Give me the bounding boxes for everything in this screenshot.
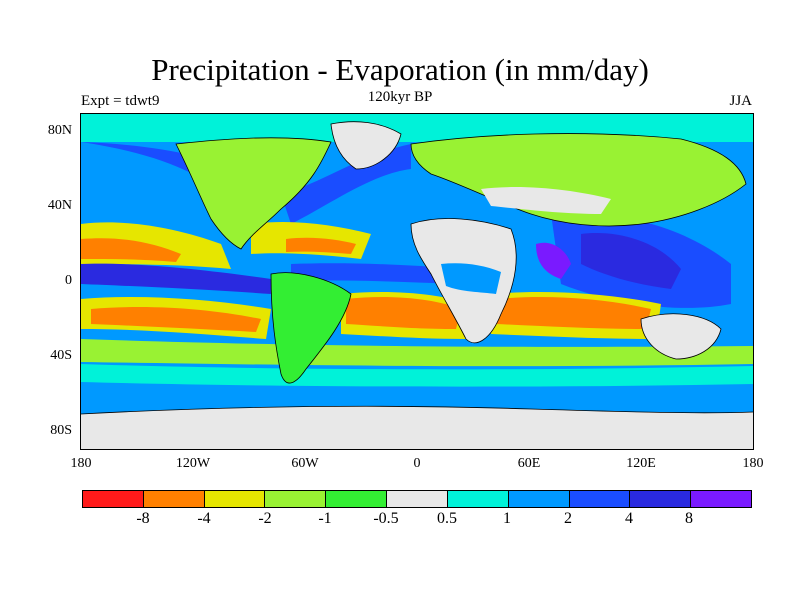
colorbar-label: -4 — [197, 510, 211, 527]
map-title: Precipitation - Evaporation (in mm/day) — [151, 52, 649, 87]
eurasia-land — [410, 133, 747, 227]
australia-land — [640, 313, 722, 360]
colorbar — [82, 490, 752, 508]
lon-label-120e: 120E — [626, 456, 656, 471]
colorbar-cell — [569, 491, 631, 507]
colorbar-cell — [691, 491, 751, 507]
map-field-svg — [81, 114, 753, 449]
lat-label-80s: 80S — [50, 423, 72, 438]
colorbar-label: -1 — [318, 510, 332, 527]
colorbar-label: -8 — [136, 510, 150, 527]
monsoon-india — [536, 242, 571, 279]
lat-label-40s: 40S — [50, 348, 72, 363]
north-america-land — [175, 137, 332, 250]
colorbar-cell — [387, 491, 448, 507]
lon-label-0: 0 — [413, 456, 421, 471]
lon-label-60e: 60E — [517, 456, 541, 471]
antarctica — [81, 406, 753, 449]
colorbar-label: 0.5 — [437, 510, 457, 527]
lat-label-eq: 0 — [65, 273, 72, 288]
colorbar-label: 4 — [625, 510, 633, 527]
south-indian-dry-core — [496, 297, 651, 329]
greenland — [330, 121, 402, 170]
south-atlantic-dry-core — [346, 297, 461, 329]
lon-label-120w: 120W — [175, 456, 211, 471]
colorbar-cell — [326, 491, 388, 507]
lat-label-80n: 80N — [47, 123, 72, 138]
itcz-atlantic — [291, 263, 461, 284]
season-label: JJA — [729, 93, 752, 109]
south-america-land — [270, 272, 352, 384]
colorbar-label: -2 — [258, 510, 272, 527]
lon-label-60w: 60W — [291, 456, 319, 471]
colorbar-cell — [83, 491, 144, 507]
south-mid-cyan — [81, 364, 753, 387]
itcz-pacific — [81, 263, 271, 294]
monsoon-asia-core — [581, 233, 681, 289]
colorbar-cell — [265, 491, 327, 507]
south-pacific-dry-core — [91, 307, 261, 332]
colorbar-cell — [447, 491, 509, 507]
lon-label-180e: 180 — [742, 456, 764, 471]
colorbar-label: 1 — [503, 510, 511, 527]
africa-wet — [441, 263, 501, 294]
colorbar-label: -0.5 — [373, 510, 399, 527]
north-atlantic-wet — [281, 144, 411, 224]
colorbar-cell — [630, 491, 692, 507]
experiment-label: Expt = tdwt9 — [81, 93, 160, 109]
south-mid-green — [81, 339, 753, 367]
north-atlantic-dry-core — [286, 237, 356, 254]
map-plot-area — [80, 113, 754, 450]
colorbar-label: 8 — [685, 510, 693, 527]
antarctic-coast — [81, 405, 753, 415]
colorbar-cell — [204, 491, 266, 507]
lat-label-40n: 40N — [47, 198, 72, 213]
asia-desert — [481, 187, 611, 214]
lon-label-180w: 180 — [70, 456, 92, 471]
north-pacific-dry-core — [81, 238, 181, 262]
colorbar-label: 2 — [564, 510, 572, 527]
colorbar-cell — [143, 491, 205, 507]
colorbar-cell — [508, 491, 570, 507]
map-subtitle: 120kyr BP — [367, 89, 433, 105]
